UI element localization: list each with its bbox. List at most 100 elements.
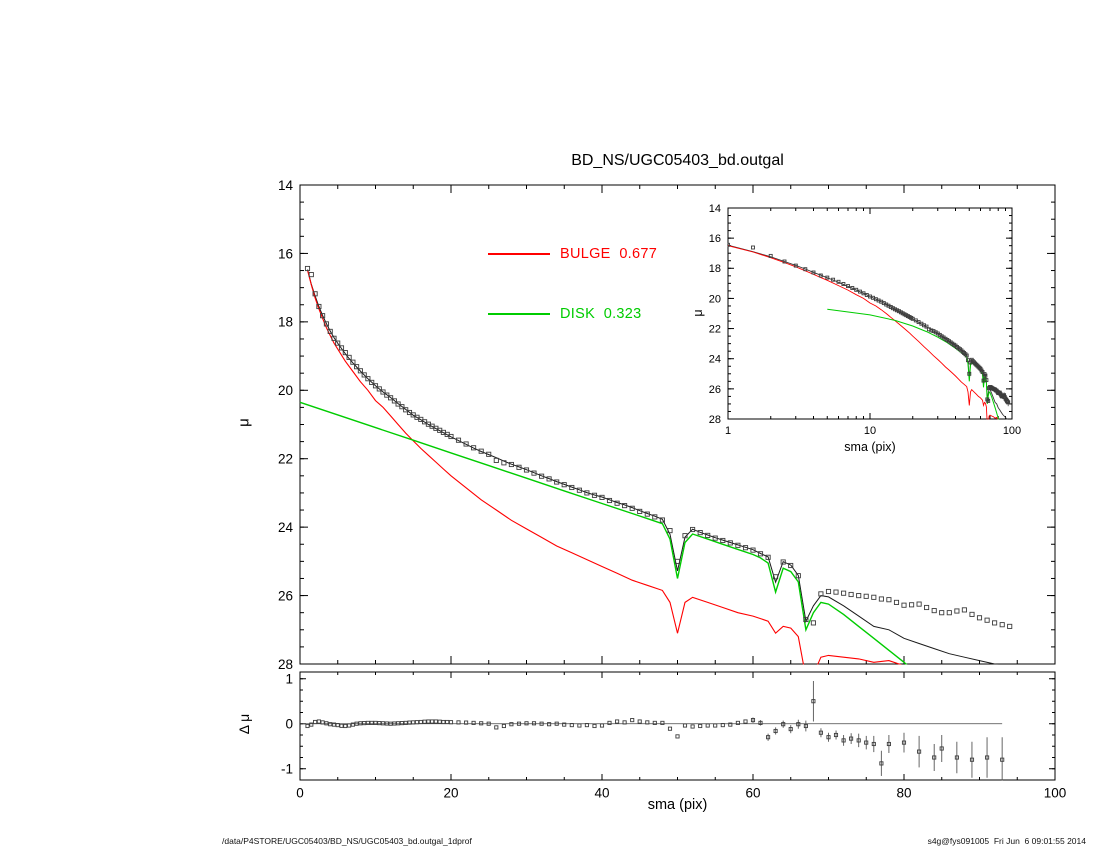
data-point-square <box>886 741 891 747</box>
legend-label-1: DISK 0.323 <box>560 306 642 322</box>
data-point-square <box>795 573 801 579</box>
data-point-square <box>690 526 696 533</box>
data-point-square <box>599 494 605 500</box>
data-point-square <box>339 723 344 728</box>
data-point-square <box>622 503 628 509</box>
data-point-square <box>917 749 922 754</box>
data-point-square <box>954 755 959 760</box>
data-point-square <box>546 476 552 482</box>
inset-x-tick-label: 10 <box>864 425 876 437</box>
data-point-square <box>365 720 370 725</box>
data-point-square <box>705 532 711 538</box>
data-point-square <box>841 282 846 286</box>
inset-x-tick-label: 1 <box>725 425 731 437</box>
data-point-square <box>999 622 1005 628</box>
data-point-square <box>856 738 861 743</box>
data-point-square <box>697 530 703 536</box>
data-point-square <box>720 723 725 728</box>
residual-x-tick-label: 40 <box>594 786 609 801</box>
data-point-square <box>652 514 658 520</box>
data-point-square <box>531 470 537 476</box>
data-point-square <box>350 359 356 365</box>
data-point-square <box>720 537 726 544</box>
main-y-tick-label: 20 <box>278 383 293 398</box>
data-point-square <box>793 263 798 268</box>
data-point-square <box>901 602 907 608</box>
data-point-square <box>964 353 969 358</box>
inset-y-tick-label: 28 <box>709 414 721 426</box>
data-point-square <box>531 721 537 726</box>
data-point-square <box>369 720 374 725</box>
data-point-square <box>967 371 972 376</box>
data-point-square <box>456 720 461 725</box>
data-point-square <box>818 730 823 735</box>
data-point-square <box>1000 757 1005 762</box>
page-title: BD_NS/UGC05403_bd.outgal <box>571 152 784 169</box>
data-point-square <box>946 610 952 616</box>
residual-x-tick-label: 20 <box>443 786 458 801</box>
data-point-square <box>803 723 808 729</box>
data-point-square <box>1005 399 1010 404</box>
data-point-square <box>388 721 393 726</box>
data-point-square <box>309 722 314 727</box>
data-point-square <box>825 275 830 280</box>
data-point-square <box>615 719 620 724</box>
data-point-square <box>735 720 740 725</box>
residual-error-bars <box>752 681 1003 781</box>
data-point-square <box>757 551 764 557</box>
data-point-square <box>328 722 333 727</box>
data-point-square <box>929 328 934 333</box>
data-point-square <box>841 590 847 596</box>
data-point-square <box>357 368 363 374</box>
data-point-square <box>645 720 650 725</box>
data-point-square <box>516 721 522 726</box>
disk-line <box>299 401 908 665</box>
data-point-square <box>916 601 922 607</box>
data-point-square <box>418 719 423 725</box>
bulge-line <box>307 270 903 665</box>
data-point-square <box>561 482 567 488</box>
data-point-square <box>554 479 560 485</box>
data-point-square <box>372 383 379 389</box>
data-point-square <box>743 719 748 724</box>
model-total-line <box>307 269 1000 665</box>
residual-x-tick-label: 60 <box>745 786 760 801</box>
data-point-square <box>377 721 382 726</box>
inset-y-tick-label: 26 <box>709 384 721 396</box>
data-point-square <box>850 286 855 290</box>
data-point-square <box>758 720 763 725</box>
data-point-square <box>825 588 832 595</box>
data-point-square <box>361 372 367 378</box>
data-point-square <box>614 500 620 506</box>
data-point-square <box>304 265 311 272</box>
data-point-square <box>735 542 741 548</box>
data-point-square <box>358 721 363 726</box>
data-point-square <box>396 721 401 726</box>
data-point-square <box>682 533 688 539</box>
data-point-square <box>479 721 484 726</box>
data-point-square <box>445 719 450 725</box>
data-point-square <box>833 732 839 738</box>
data-point-square <box>312 291 318 297</box>
data-point-square <box>932 755 937 760</box>
data-point-square <box>879 761 884 766</box>
data-point-square <box>977 365 982 370</box>
legend-label-0: BULGE 0.677 <box>560 246 658 262</box>
data-point-square <box>441 719 446 725</box>
data-point-square <box>539 721 544 726</box>
data-point-square <box>773 728 778 734</box>
data-point-square <box>486 451 492 457</box>
data-point-square <box>871 594 877 600</box>
data-point-square <box>392 721 397 726</box>
inset-y-tick-label: 24 <box>709 354 721 366</box>
data-point-square <box>895 308 899 313</box>
data-point-square <box>539 473 545 479</box>
data-point-square <box>430 719 435 724</box>
data-point-square <box>494 725 499 730</box>
data-point-square <box>305 723 310 729</box>
data-point-square <box>350 722 355 727</box>
data-point-square <box>992 620 998 626</box>
data-point-square <box>742 545 749 551</box>
data-point-square <box>954 608 960 614</box>
data-point-square <box>320 313 326 319</box>
